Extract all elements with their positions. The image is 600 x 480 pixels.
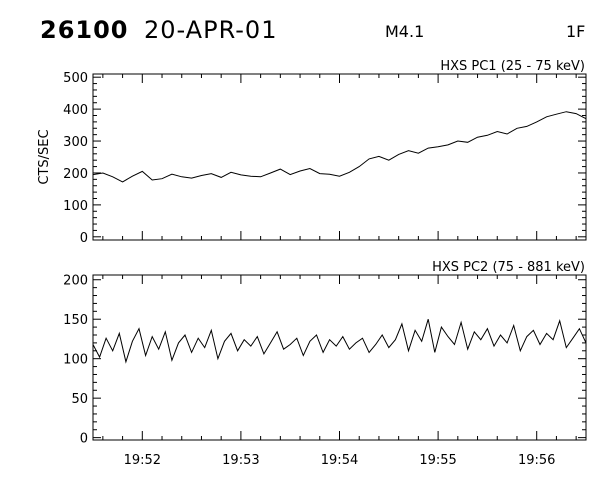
- y-tick-label: 0: [80, 231, 88, 246]
- plot-frame-pc2: [92, 274, 587, 441]
- x-tick-label: 19:52: [124, 453, 161, 468]
- y-tick-label: 100: [63, 199, 88, 214]
- panel-hxs-pc1: HXS PC1 (25 - 75 keV) CTS/SEC 0 100 200 300…: [37, 59, 587, 246]
- series-line-0: [92, 111, 587, 183]
- panel-hxs-pc2: HXS PC2 (75 - 881 keV) 0 50 100 150 200 19:52…: [63, 260, 587, 468]
- x-tick-label: 19:53: [222, 453, 259, 468]
- series-line-0: [92, 317, 587, 364]
- y-tick-label: 400: [63, 103, 88, 118]
- panel-title-pc2: HXS PC2 (75 - 881 keV): [432, 260, 585, 275]
- y-tick-label: 500: [63, 71, 88, 86]
- event-date: 20-APR-01: [144, 16, 278, 44]
- x-tick-label: 19:55: [419, 453, 456, 468]
- y-axis-label: CTS/SEC: [37, 129, 52, 184]
- x-tick-label: 19:54: [321, 453, 358, 468]
- y-tick-label: 50: [71, 392, 88, 407]
- event-id: 26100: [40, 16, 129, 44]
- plot-frame-pc1: [92, 73, 587, 241]
- y-tick-label: 200: [63, 274, 88, 289]
- y-tick-label: 150: [63, 313, 88, 328]
- y-tick-label: 200: [63, 167, 88, 182]
- panel-title-pc1: HXS PC1 (25 - 75 keV): [440, 59, 585, 74]
- y-tick-label: 100: [63, 353, 88, 368]
- y-tick-label: 300: [63, 135, 88, 150]
- y-tick-label: 0: [80, 432, 88, 447]
- x-tick-label: 19:56: [518, 453, 555, 468]
- flare-flag: 1F: [566, 22, 586, 41]
- flare-class: M4.1: [385, 22, 425, 41]
